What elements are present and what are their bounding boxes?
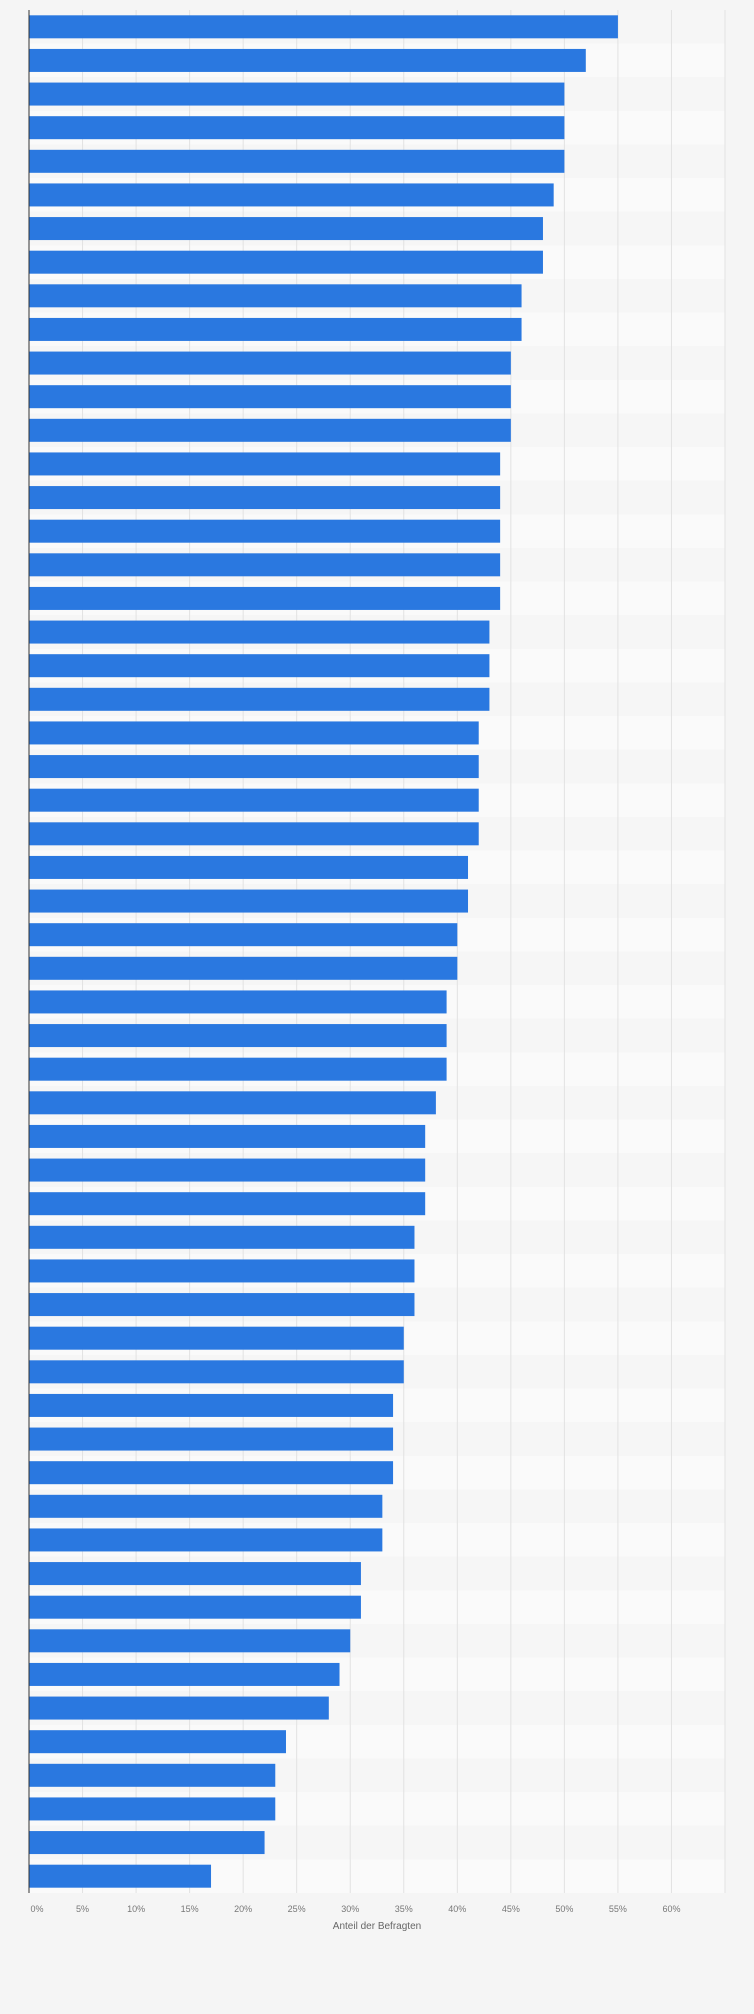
bar[interactable] bbox=[29, 1259, 415, 1283]
bar[interactable] bbox=[29, 82, 565, 106]
bar[interactable] bbox=[29, 1293, 415, 1317]
bar[interactable] bbox=[29, 452, 501, 476]
x-tick-label: 50% bbox=[555, 1904, 573, 1914]
x-tick-label: 0% bbox=[30, 1904, 43, 1914]
bar[interactable] bbox=[29, 15, 618, 39]
x-tick-label: 55% bbox=[609, 1904, 627, 1914]
bar[interactable] bbox=[29, 1427, 394, 1451]
bar[interactable] bbox=[29, 1696, 329, 1720]
bar[interactable] bbox=[29, 250, 543, 274]
x-tick-label: 5% bbox=[76, 1904, 89, 1914]
bar[interactable] bbox=[29, 1629, 351, 1653]
bar[interactable] bbox=[29, 687, 490, 711]
x-tick-label: 20% bbox=[234, 1904, 252, 1914]
x-tick-labels: 0% 5% 10% 15% 20% 25% 30% 35% 40% 45% 50% 55% 60% bbox=[30, 1904, 680, 1914]
x-axis-label: Anteil der Befragten bbox=[333, 1921, 421, 1932]
bar[interactable] bbox=[29, 1864, 212, 1888]
bar[interactable] bbox=[29, 822, 479, 846]
bar[interactable] bbox=[29, 317, 522, 341]
bar[interactable] bbox=[29, 889, 469, 913]
bar[interactable] bbox=[29, 1024, 447, 1048]
bar[interactable] bbox=[29, 284, 522, 308]
bar[interactable] bbox=[29, 1595, 361, 1619]
bar[interactable] bbox=[29, 48, 586, 72]
bar[interactable] bbox=[29, 1494, 383, 1518]
bar[interactable] bbox=[29, 1393, 394, 1417]
bar[interactable] bbox=[29, 519, 501, 543]
bar[interactable] bbox=[29, 1360, 404, 1384]
bar[interactable] bbox=[29, 923, 458, 947]
bar[interactable] bbox=[29, 1057, 447, 1081]
bar[interactable] bbox=[29, 351, 511, 375]
bar[interactable] bbox=[29, 553, 501, 577]
bar[interactable] bbox=[29, 620, 490, 644]
bar[interactable] bbox=[29, 1225, 415, 1249]
bar[interactable] bbox=[29, 183, 554, 207]
x-tick-label: 40% bbox=[448, 1904, 466, 1914]
bar[interactable] bbox=[29, 1730, 286, 1754]
bar[interactable] bbox=[29, 1831, 265, 1855]
bar[interactable] bbox=[29, 1528, 383, 1552]
x-tick-label: 45% bbox=[502, 1904, 520, 1914]
bar[interactable] bbox=[29, 1192, 426, 1216]
bars bbox=[29, 15, 618, 1888]
x-tick-label: 30% bbox=[341, 1904, 359, 1914]
bar[interactable] bbox=[29, 721, 479, 745]
bar[interactable] bbox=[29, 654, 490, 678]
bar[interactable] bbox=[29, 1763, 276, 1787]
bar[interactable] bbox=[29, 1461, 394, 1485]
bar[interactable] bbox=[29, 1091, 436, 1115]
bar[interactable] bbox=[29, 385, 511, 409]
bar[interactable] bbox=[29, 956, 458, 980]
bar[interactable] bbox=[29, 755, 479, 779]
bar[interactable] bbox=[29, 1124, 426, 1148]
bar[interactable] bbox=[29, 1158, 426, 1182]
bar[interactable] bbox=[29, 149, 565, 173]
bar[interactable] bbox=[29, 1797, 276, 1821]
bar[interactable] bbox=[29, 217, 543, 241]
x-tick-label: 15% bbox=[181, 1904, 199, 1914]
bar[interactable] bbox=[29, 586, 501, 610]
bar[interactable] bbox=[29, 1662, 340, 1686]
x-tick-label: 35% bbox=[395, 1904, 413, 1914]
bar[interactable] bbox=[29, 990, 447, 1014]
bar[interactable] bbox=[29, 116, 565, 140]
bar[interactable] bbox=[29, 486, 501, 510]
x-tick-label: 25% bbox=[288, 1904, 306, 1914]
bar[interactable] bbox=[29, 788, 479, 812]
x-tick-label: 60% bbox=[662, 1904, 680, 1914]
bar[interactable] bbox=[29, 1326, 404, 1350]
x-tick-label: 10% bbox=[127, 1904, 145, 1914]
bar[interactable] bbox=[29, 855, 469, 879]
bar[interactable] bbox=[29, 418, 511, 442]
bar[interactable] bbox=[29, 1562, 361, 1586]
